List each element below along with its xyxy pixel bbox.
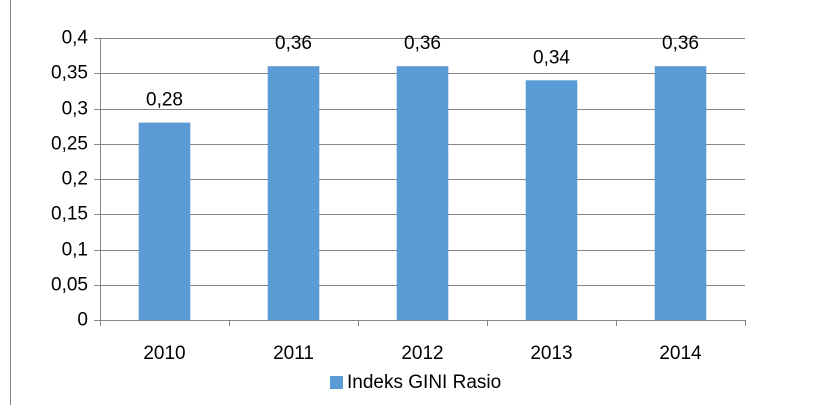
y-tick-label: 0,05 bbox=[51, 275, 88, 296]
x-tick-label: 2010 bbox=[143, 343, 185, 364]
x-tick-label: 2011 bbox=[273, 343, 314, 364]
bar bbox=[396, 66, 449, 320]
y-tick-label: 0 bbox=[77, 310, 88, 331]
y-tick-label: 0,35 bbox=[51, 63, 88, 84]
legend-label: Indeks GINI Rasio bbox=[347, 372, 501, 393]
data-label: 0,34 bbox=[533, 47, 570, 68]
y-tick-label: 0,25 bbox=[51, 134, 88, 155]
data-label: 0,36 bbox=[404, 33, 441, 54]
bar bbox=[654, 66, 707, 320]
data-label: 0,36 bbox=[662, 33, 699, 54]
data-label: 0,28 bbox=[146, 90, 183, 111]
x-tick-label: 2014 bbox=[659, 343, 702, 364]
y-tick-label: 0,15 bbox=[51, 204, 88, 225]
bar bbox=[525, 80, 578, 320]
x-tick-label: 2013 bbox=[530, 343, 572, 364]
y-tick-label: 0,4 bbox=[62, 28, 89, 49]
y-tick-label: 0,2 bbox=[62, 169, 88, 190]
bar bbox=[267, 66, 320, 320]
data-label: 0,36 bbox=[275, 33, 312, 54]
y-tick-label: 0,3 bbox=[62, 99, 88, 120]
y-tick-label: 0,1 bbox=[62, 240, 88, 261]
legend-swatch bbox=[330, 376, 343, 389]
x-tick-label: 2012 bbox=[401, 343, 443, 364]
bar bbox=[138, 122, 191, 320]
